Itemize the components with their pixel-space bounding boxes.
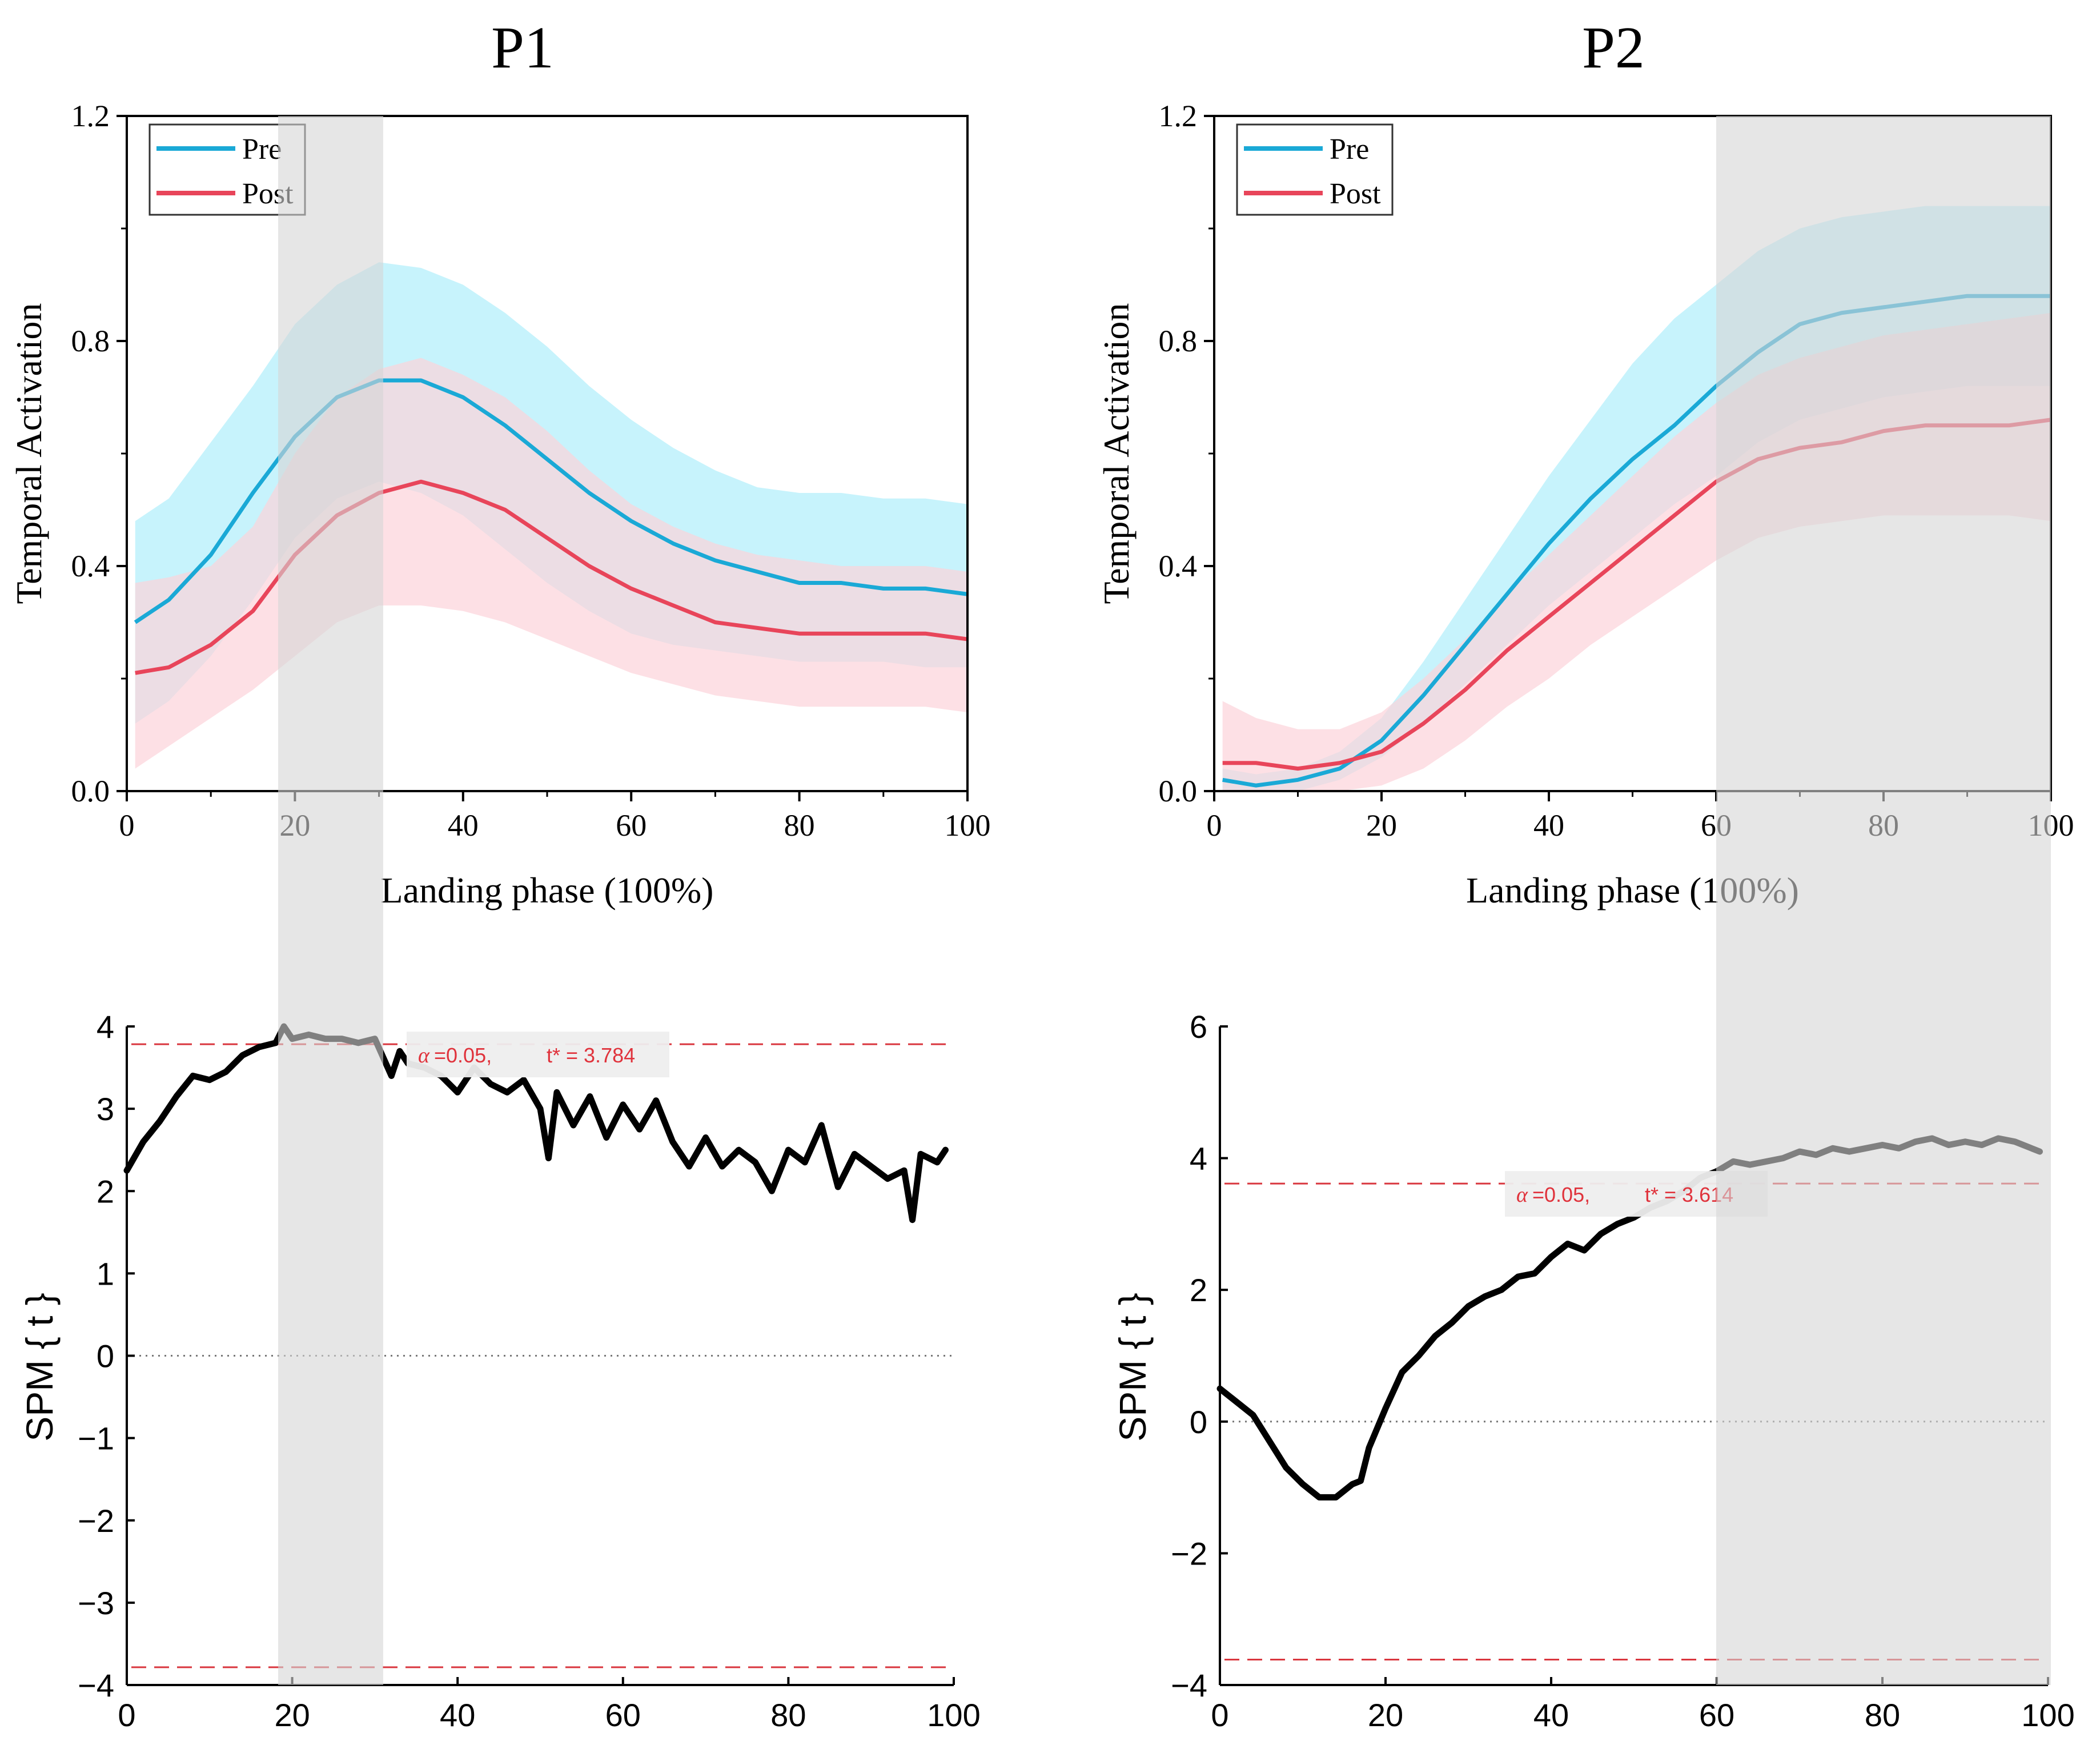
x-tick-label: 40 (1533, 1697, 1569, 1733)
x-tick-label: 100 (927, 1697, 980, 1733)
x-tick-label: 40 (448, 808, 479, 843)
y-tick-label: 0.0 (71, 774, 110, 808)
y-tick-label: 1.2 (1159, 99, 1198, 133)
x-tick-label: 40 (440, 1697, 475, 1733)
significance-region-p2 (1716, 116, 2051, 1685)
y-axis-label: SPM { t } (18, 1293, 61, 1441)
x-tick-label: 100 (945, 808, 991, 843)
annotation-alpha: α (1516, 1183, 1528, 1207)
legend-label-pre: Pre (1330, 133, 1369, 166)
y-axis-label: SPM { t } (1111, 1293, 1154, 1441)
x-tick-label: 60 (616, 808, 647, 843)
y-tick-label: −4 (1171, 1667, 1207, 1703)
x-tick-label: 0 (1211, 1697, 1228, 1733)
x-tick-label: 0 (118, 1697, 135, 1733)
line-pre (134, 378, 968, 624)
significance-highlights (278, 116, 2051, 1685)
y-tick-label: 2 (97, 1173, 114, 1209)
legend-label-pre: Pre (242, 133, 282, 166)
x-tick-label: 40 (1533, 808, 1564, 843)
x-tick-label: 80 (1865, 1697, 1900, 1733)
annotation-alpha-value: =0.05, (434, 1044, 492, 1067)
x-axis-label: Landing phase (100%) (381, 870, 714, 910)
y-tick-label: 1 (97, 1255, 114, 1291)
y-tick-label: −1 (78, 1421, 114, 1457)
y-axis-label: Temporal Activation (9, 303, 49, 604)
annotation-alpha-value: =0.05, (1532, 1183, 1590, 1206)
y-tick-label: 0.8 (1159, 324, 1198, 358)
y-tick-label: 2 (1190, 1272, 1207, 1308)
y-tick-label: −3 (78, 1585, 114, 1621)
y-tick-label: 3 (97, 1091, 114, 1127)
spm-curve (123, 1023, 949, 1223)
y-tick-label: 0.4 (1159, 549, 1198, 583)
chart-p1-spm: α =0.05, t* = 3.784 0 20 40 60 80 100 −4 −3 −2 −1 0 1… (18, 1009, 981, 1733)
y-tick-label: 0.4 (71, 549, 110, 583)
x-tick-label: 60 (1699, 1697, 1734, 1733)
y-tick-label: 4 (97, 1009, 114, 1045)
legend-box (1236, 123, 1394, 216)
line-post (135, 479, 968, 675)
threshold-annotation: α =0.05, t* = 3.784 (407, 1032, 669, 1078)
significance-region-p1 (278, 116, 383, 1685)
y-tick-label: −2 (78, 1503, 114, 1539)
x-tick-label: 20 (1368, 1697, 1403, 1733)
x-tick-label: 60 (605, 1697, 641, 1733)
y-tick-label: 0 (97, 1338, 114, 1374)
legend-label-post: Post (1330, 178, 1381, 210)
annotation-tstar: t* = 3.784 (547, 1044, 635, 1067)
x-tick-label: 0 (1207, 808, 1222, 843)
panel-title-p2: P2 (1582, 15, 1645, 81)
y-tick-label: 1.2 (71, 99, 110, 133)
y-tick-label: −2 (1171, 1535, 1207, 1571)
x-tick-label: 80 (770, 1697, 806, 1733)
y-tick-label: 0.8 (71, 324, 110, 358)
x-tick-label: 20 (1366, 808, 1397, 843)
x-tick-label: 0 (119, 808, 135, 843)
annotation-box (407, 1032, 669, 1078)
y-tick-label: 0.0 (1159, 774, 1198, 808)
legend: Pre Post (1236, 123, 1394, 216)
annotation-alpha: α (418, 1044, 430, 1068)
x-tick-label: 20 (274, 1697, 310, 1733)
x-tick-label: 80 (784, 808, 815, 843)
x-tick-label: 100 (2021, 1697, 2074, 1733)
y-tick-label: 0 (1190, 1404, 1207, 1440)
y-tick-label: 4 (1190, 1141, 1207, 1177)
panel-title-p1: P1 (491, 15, 554, 81)
y-tick-label: −4 (78, 1667, 114, 1703)
y-tick-label: 6 (1190, 1009, 1207, 1045)
y-axis-label: Temporal Activation (1096, 303, 1137, 604)
